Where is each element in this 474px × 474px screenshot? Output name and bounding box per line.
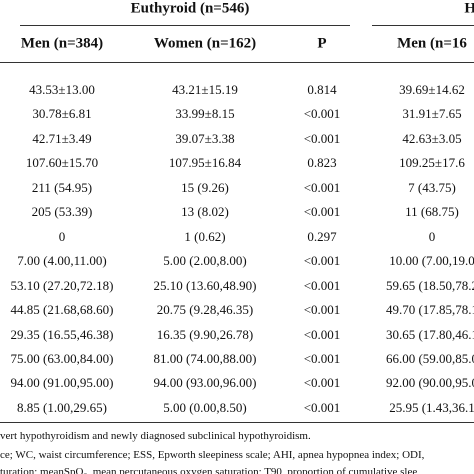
cell: 30.65 (17.80,46.1 bbox=[385, 326, 474, 342]
group-header: Euthyroid (n=546) bbox=[130, 0, 250, 17]
cell: 15 (9.26) bbox=[181, 179, 229, 195]
cell: 66.00 (59.00,85.0 bbox=[385, 350, 474, 366]
cell: 43.53±13.00 bbox=[29, 82, 95, 97]
cell: 75.00 (63.00,84.00) bbox=[10, 350, 114, 366]
cell: 5.00 (0.00,8.50) bbox=[163, 399, 247, 415]
cell: 0.823 bbox=[307, 155, 337, 171]
cell: 30.78±6.81 bbox=[32, 106, 92, 122]
cell: 25.10 (13.60,48.90) bbox=[153, 277, 257, 293]
cell: 33.99±8.15 bbox=[175, 106, 235, 122]
cell: <0.001 bbox=[303, 350, 341, 366]
cell: 81.00 (74.00,88.00) bbox=[153, 350, 257, 366]
cell: 20.75 (9.28,46.35) bbox=[156, 302, 254, 318]
cell: 107.95±16.84 bbox=[168, 155, 242, 171]
rule bbox=[20, 25, 350, 26]
cell: 211 (54.95) bbox=[31, 179, 93, 195]
cell: <0.001 bbox=[303, 204, 341, 220]
cell: 7 (43.75) bbox=[408, 179, 456, 195]
cell: <0.001 bbox=[303, 179, 341, 195]
group-header: Hy bbox=[464, 0, 474, 17]
cell: <0.001 bbox=[303, 326, 341, 342]
cell: 0.814 bbox=[307, 82, 337, 97]
cell: 10.00 (7.00,19.0 bbox=[389, 253, 474, 269]
cell: 205 (53.39) bbox=[31, 204, 93, 220]
rule bbox=[0, 62, 474, 63]
cell: <0.001 bbox=[303, 277, 341, 293]
column-header: Men (n=16 bbox=[397, 35, 467, 52]
column-header: Men (n=384) bbox=[20, 35, 104, 52]
cell: 39.07±3.38 bbox=[175, 130, 235, 146]
cell: 42.63±3.05 bbox=[402, 130, 462, 146]
cell: 13 (8.02) bbox=[181, 204, 229, 220]
cell: 49.70 (17.85,78.1 bbox=[385, 302, 474, 318]
cell: 42.71±3.49 bbox=[32, 130, 92, 146]
cell: 39.69±14.62 bbox=[399, 82, 465, 97]
cell: <0.001 bbox=[303, 399, 341, 415]
column-header: P bbox=[317, 35, 327, 52]
cell: 44.85 (21.68,68.60) bbox=[10, 302, 114, 318]
cell: 5.00 (2.00,8.00) bbox=[163, 253, 247, 269]
cell: 94.00 (93.00,96.00) bbox=[153, 375, 257, 391]
cell: 0.297 bbox=[307, 228, 337, 244]
cell: 31.91±7.65 bbox=[402, 106, 462, 122]
cell: <0.001 bbox=[303, 130, 341, 146]
cell: 0 bbox=[428, 228, 436, 244]
cell: <0.001 bbox=[303, 375, 341, 391]
cell: 7.00 (4.00,11.00) bbox=[17, 253, 107, 269]
cell: 107.60±15.70 bbox=[25, 155, 99, 171]
cell: 109.25±17.6 bbox=[399, 155, 465, 171]
footnote: turation; meanSpO₂, mean percutaneous ox… bbox=[0, 466, 418, 474]
cell: 11 (68.75) bbox=[405, 204, 459, 220]
cell: 25.95 (1.43,36.1 bbox=[389, 399, 474, 415]
rule bbox=[372, 25, 474, 26]
cell: <0.001 bbox=[303, 106, 341, 122]
column-header: Women (n=162) bbox=[153, 35, 257, 52]
cell: 1 (0.62) bbox=[184, 228, 226, 244]
cell: 53.10 (27.20,72.18) bbox=[10, 277, 114, 293]
cell: 0 bbox=[58, 228, 66, 244]
cell: 94.00 (91.00,95.00) bbox=[10, 375, 114, 391]
footnote: vert hypothyroidism and newly diagnosed … bbox=[0, 430, 311, 442]
cell: 16.35 (9.90,26.78) bbox=[156, 326, 254, 342]
rule bbox=[0, 422, 474, 423]
cell: 43.21±15.19 bbox=[172, 82, 238, 97]
cell: 59.65 (18.50,78.2 bbox=[385, 277, 474, 293]
cell: 8.85 (1.00,29.65) bbox=[17, 399, 107, 415]
cell: 29.35 (16.55,46.38) bbox=[10, 326, 114, 342]
cell: <0.001 bbox=[303, 302, 341, 318]
footnote: ce; WC, waist circumference; ESS, Epwort… bbox=[0, 449, 425, 461]
cell: 92.00 (90.00,95.0 bbox=[385, 375, 474, 391]
cell: <0.001 bbox=[303, 253, 341, 269]
